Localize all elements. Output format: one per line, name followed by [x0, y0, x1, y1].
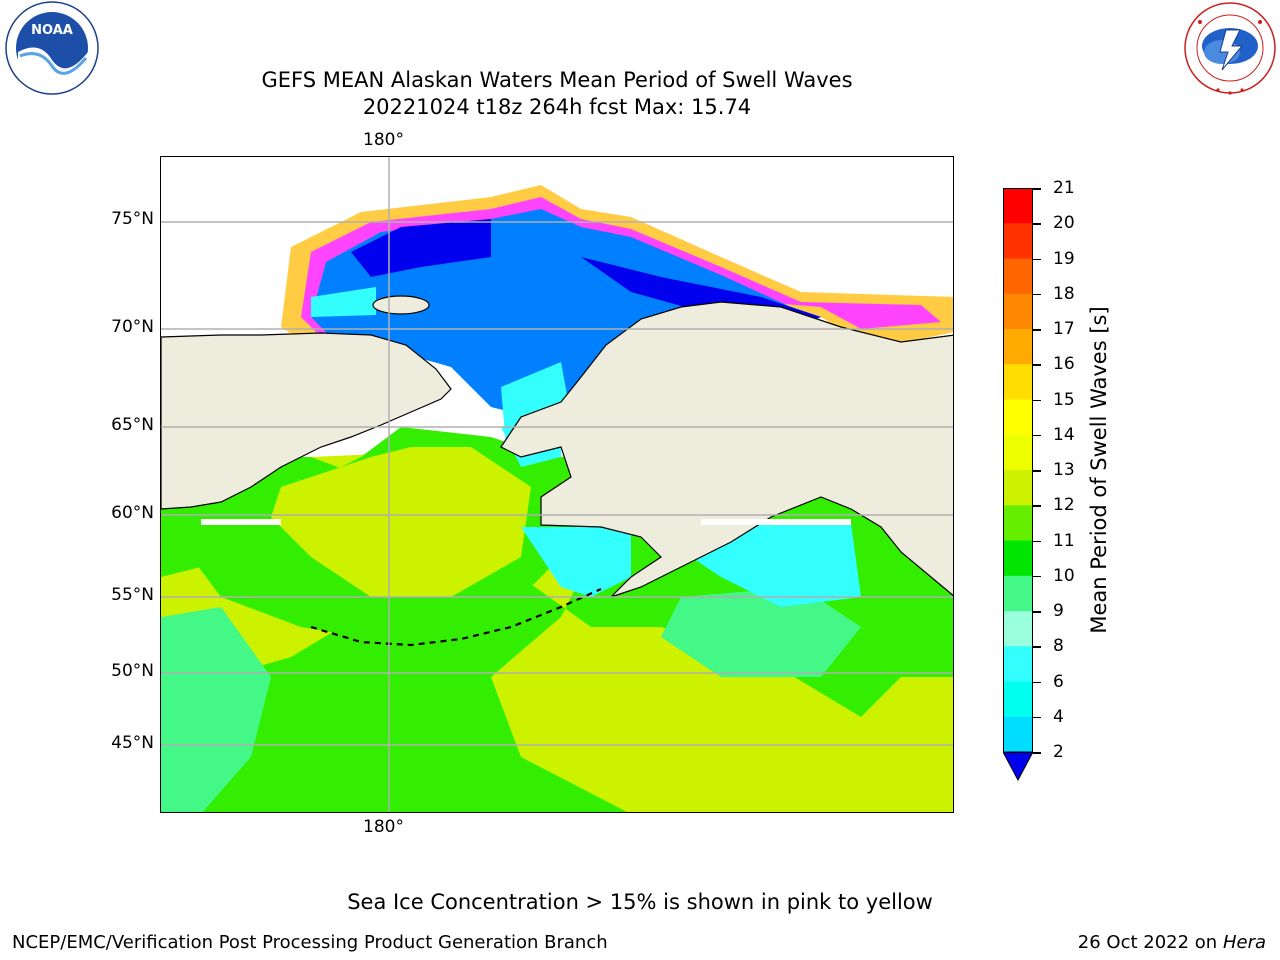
- colorbar-tick-mark: [1033, 611, 1041, 613]
- colorbar-segment: [1003, 611, 1033, 647]
- mask-strip-east: [701, 519, 851, 525]
- colorbar-tick-label: 21: [1053, 178, 1075, 198]
- colorbar-tick-label: 19: [1053, 248, 1075, 269]
- colorbar-tick-mark: [1033, 399, 1041, 401]
- swell-zone-warm: [311, 447, 953, 812]
- colorbar-tick-label: 4: [1053, 706, 1064, 727]
- colorbar-tick-label: 12: [1053, 495, 1075, 516]
- colorbar-segment: [1003, 293, 1033, 330]
- alaska-land: [500, 301, 953, 598]
- siberia-land: [161, 332, 452, 510]
- colorbar-segment: [1003, 681, 1033, 718]
- colorbar-tick-mark: [1033, 752, 1041, 754]
- colorbar-tick-label: 9: [1053, 601, 1064, 621]
- wrangel-fringe: [311, 287, 376, 317]
- chart-title: GEFS MEAN Alaskan Waters Mean Period of …: [261, 68, 853, 92]
- footer-host: Hera: [1222, 932, 1266, 953]
- colorbar-tick-mark: [1033, 681, 1041, 683]
- colorbar-tick-label: 8: [1053, 636, 1064, 657]
- colorbar-segment: [1003, 540, 1033, 577]
- colorbar-tick-label: 14: [1053, 424, 1075, 445]
- bering-sea-warm: [271, 447, 531, 597]
- colorbar-segment: [1003, 329, 1033, 365]
- colorbar-tick-mark: [1033, 505, 1041, 507]
- colorbar-tick-mark: [1033, 364, 1041, 366]
- colorbar-tick-label: 10: [1053, 565, 1075, 586]
- colorbar-segment: [1003, 716, 1033, 753]
- lon-label-bottom: 180°: [363, 817, 404, 837]
- colorbar-tick-label: 20: [1053, 213, 1075, 234]
- lat-label-50: 50°N: [111, 661, 154, 681]
- chart-subtitle: 20221024 t18z 264h fcst Max: 15.74: [362, 95, 752, 119]
- colorbar-extend-arrow: [1003, 751, 1033, 781]
- gulf-alaska-short-swell: [691, 523, 861, 607]
- colorbar-tick-label: 16: [1053, 354, 1075, 375]
- map-gridlines: [161, 157, 953, 812]
- lat-label-70: 70°N: [111, 317, 154, 337]
- colorbar-segment: [1003, 505, 1033, 541]
- map-panel: [160, 156, 954, 813]
- footer-date-text: 26 Oct 2022 on: [1077, 932, 1223, 953]
- colorbar-tick-mark: [1033, 258, 1041, 260]
- footer-date: 26 Oct 2022 on Hera: [1078, 932, 1266, 953]
- colorbar-tick-mark: [1033, 540, 1041, 542]
- arctic-ice-dark: [351, 219, 491, 277]
- colorbar-segment: [1003, 364, 1033, 400]
- colorbar-tick-mark: [1033, 716, 1041, 719]
- colorbar-tick-mark: [1033, 188, 1041, 190]
- lat-label-45: 45°N: [111, 733, 154, 753]
- footer-credit: NCEP/EMC/Verification Post Processing Pr…: [12, 932, 608, 953]
- lat-label-60: 60°N: [111, 503, 154, 523]
- swell-zone-light-2: [661, 587, 861, 677]
- colorbar-segment: [1003, 470, 1033, 506]
- lat-label-75: 75°N: [111, 209, 154, 229]
- colorbar-segment: [1003, 188, 1033, 224]
- lat-label-65: 65°N: [111, 415, 154, 435]
- colorbar-tick-label: 13: [1053, 460, 1075, 480]
- bristol-short-swell: [521, 527, 631, 597]
- colorbar-segment: [1003, 258, 1033, 295]
- colorbar-border: [1003, 188, 1033, 753]
- map-svg: [161, 157, 953, 812]
- colorbar-tick-mark: [1033, 293, 1041, 296]
- colorbar-segment: [1003, 223, 1033, 259]
- colorbar-tick-label: 17: [1053, 319, 1075, 339]
- colorbar-segment: [1003, 399, 1033, 436]
- colorbar-tick-mark: [1033, 434, 1041, 437]
- noaa-logo-text: NOAA: [31, 23, 73, 38]
- colorbar-segment: [1003, 434, 1033, 471]
- colorbar-tick-label: 11: [1053, 530, 1075, 551]
- colorbar-tick-label: 2: [1053, 742, 1064, 762]
- colorbar: [1003, 188, 1033, 781]
- colorbar-tick-mark: [1033, 223, 1041, 225]
- nws-logo: [1184, 2, 1276, 95]
- lat-label-55: 55°N: [111, 585, 154, 605]
- swell-zone-light: [161, 607, 271, 812]
- wrangel-island: [372, 295, 430, 315]
- colorbar-tick-mark: [1033, 575, 1041, 578]
- colorbar-tick-mark: [1033, 646, 1041, 648]
- noaa-logo: NOAA: [5, 1, 99, 95]
- colorbar-tick-label: 15: [1053, 389, 1075, 410]
- colorbar-tick-mark: [1033, 329, 1041, 331]
- sea-ice-note: Sea Ice Concentration > 15% is shown in …: [347, 890, 933, 914]
- lon-label-top: 180°: [363, 130, 404, 150]
- colorbar-segment: [1003, 646, 1033, 682]
- colorbar-segment: [1003, 575, 1033, 612]
- colorbar-tick-mark: [1033, 470, 1041, 472]
- aleutian-islands: [310, 587, 602, 647]
- mask-strip-west: [201, 519, 281, 525]
- colorbar-tick-label: 18: [1053, 283, 1075, 304]
- colorbar-tick-label: 6: [1053, 671, 1064, 692]
- colorbar-label: Mean Period of Swell Waves [s]: [1087, 306, 1111, 634]
